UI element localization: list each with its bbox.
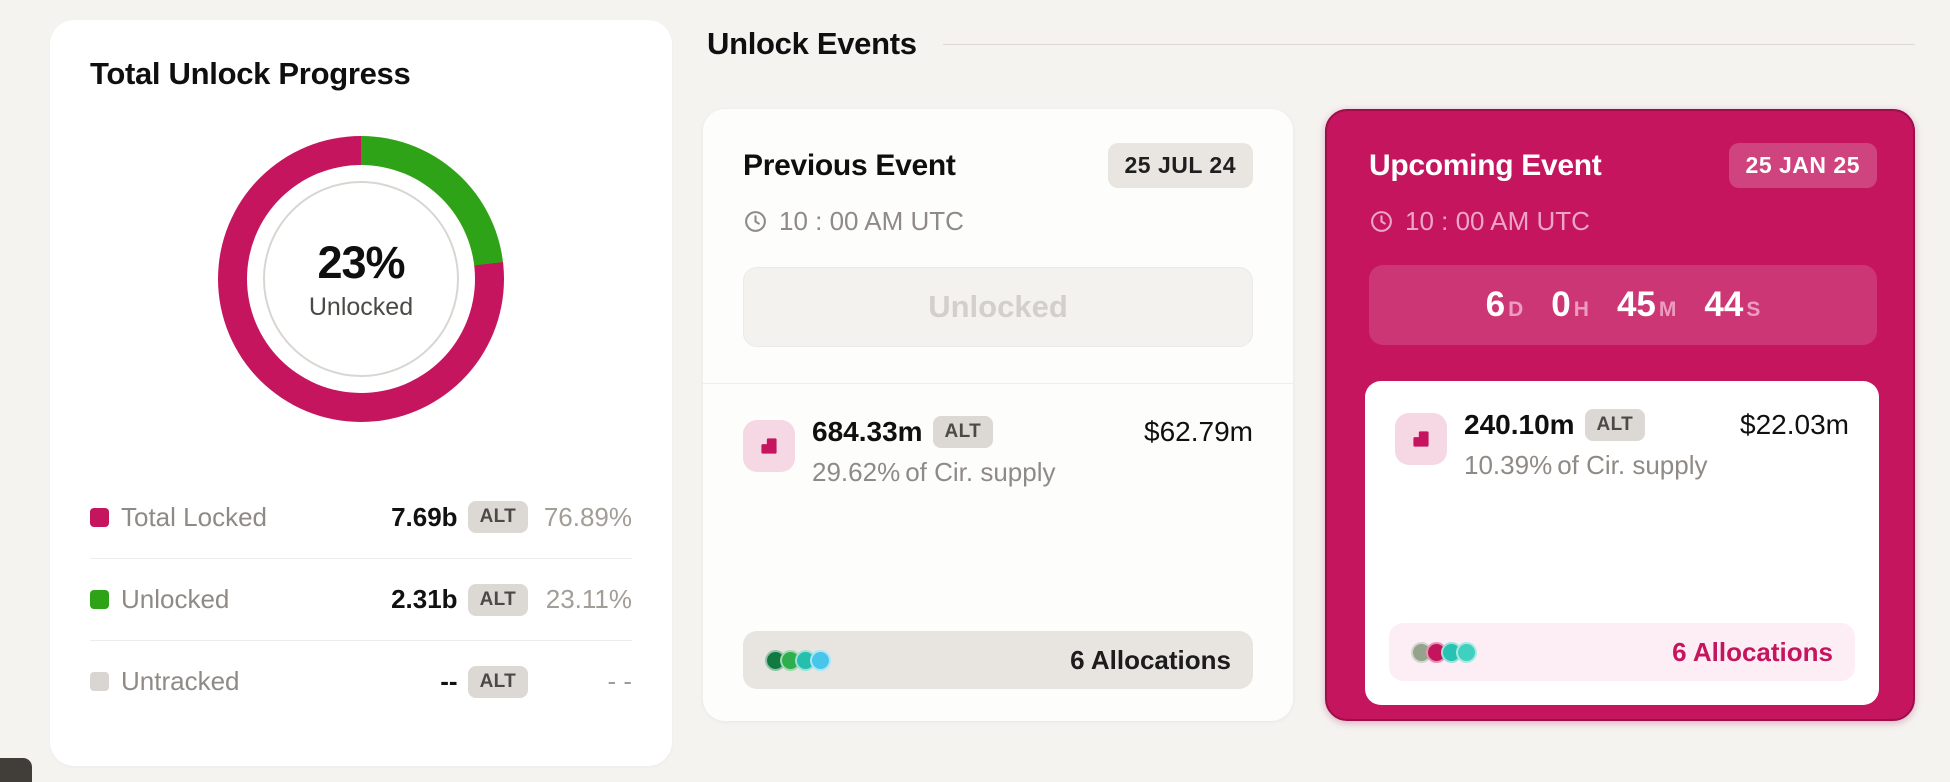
supply-percent: 29.62%	[812, 457, 901, 487]
legend-row-unlocked: Unlocked 2.31b ALT 23.11%	[90, 558, 632, 640]
untracked-color-swatch	[90, 672, 109, 691]
previous-event-card: Previous Event 25 JUL 24 10 : 00 AM UTC …	[703, 109, 1293, 721]
legend-row-untracked: Untracked -- ALT - -	[90, 640, 632, 722]
legend-value: 7.69b	[391, 501, 458, 532]
supply-percent-row: 29.62% of Cir. supply	[812, 457, 1127, 488]
header-divider-line	[942, 43, 1915, 45]
legend-label: Total Locked	[121, 501, 267, 532]
unlock-usd-value: $22.03m	[1740, 409, 1849, 440]
unlock-usd-value: $62.79m	[1144, 416, 1253, 447]
supply-percent: 10.39%	[1464, 450, 1553, 480]
upcoming-event-date-badge: 25 JAN 25	[1728, 143, 1877, 188]
previous-event-time: 10 : 00 AM UTC	[779, 206, 964, 236]
previous-event-time-row: 10 : 00 AM UTC	[743, 206, 1253, 237]
allocation-dots	[765, 649, 831, 671]
total-unlock-progress-card: Total Unlock Progress 23% Unlocked Total…	[50, 20, 672, 766]
token-symbol-badge: ALT	[467, 665, 528, 698]
legend-value: 2.31b	[391, 584, 458, 614]
previous-allocations-pill[interactable]: 6 Allocations	[743, 631, 1253, 689]
supply-percent-row: 10.39% of Cir. supply	[1464, 450, 1723, 481]
countdown-seconds: 44 S	[1704, 285, 1761, 324]
unlocked-color-swatch	[90, 590, 109, 609]
previous-event-title: Previous Event	[743, 148, 956, 182]
unlock-amount: 684.33m	[812, 416, 923, 447]
unlock-events-cards: Previous Event 25 JUL 24 10 : 00 AM UTC …	[703, 109, 1915, 721]
legend-row-total-locked: Total Locked 7.69b ALT 76.89%	[90, 476, 632, 558]
token-symbol-badge: ALT	[932, 416, 993, 448]
token-unlock-logo-icon	[1395, 413, 1447, 465]
unlock-events-header: Unlock Events	[707, 26, 1915, 62]
upcoming-event-title: Upcoming Event	[1369, 148, 1602, 182]
donut-sub-label: Unlocked	[308, 292, 414, 321]
upcoming-allocations-pill[interactable]: 6 Allocations	[1389, 623, 1855, 681]
donut-percent-label: 23%	[317, 236, 405, 288]
upcoming-token-section: 240.10m ALT 10.39% of Cir. supply $22.03…	[1365, 381, 1879, 623]
clock-icon	[745, 211, 766, 232]
legend-label: Untracked	[121, 666, 240, 696]
upcoming-event-head: Upcoming Event 25 JAN 25 10 : 00 AM UTC	[1327, 111, 1913, 237]
donut-hole: 23% Unlocked	[247, 165, 475, 393]
partial-ui-fragment	[0, 758, 32, 782]
unlock-amount: 240.10m	[1464, 409, 1575, 440]
upcoming-event-time: 10 : 00 AM UTC	[1405, 206, 1590, 236]
upcoming-event-card: Upcoming Event 25 JAN 25 10 : 00 AM UTC …	[1325, 109, 1915, 721]
token-symbol-badge: ALT	[1584, 409, 1645, 441]
allocations-count-label: 6 Allocations	[1672, 636, 1833, 667]
upcoming-event-time-row: 10 : 00 AM UTC	[1369, 206, 1877, 237]
donut-chart-wrap: 23% Unlocked	[90, 136, 632, 422]
token-symbol-badge: ALT	[467, 583, 528, 616]
legend-value: --	[440, 666, 458, 696]
unlock-progress-donut-chart: 23% Unlocked	[218, 136, 504, 422]
card-divider	[703, 383, 1293, 384]
unlock-events-title: Unlock Events	[707, 26, 917, 61]
previous-event-head: Previous Event 25 JUL 24 10 : 00 AM UTC	[703, 109, 1293, 237]
token-unlock-logo-icon	[743, 420, 795, 472]
upcoming-event-detail-panel: 240.10m ALT 10.39% of Cir. supply $22.03…	[1365, 381, 1879, 705]
allocation-dots	[1411, 641, 1477, 663]
legend-percent: 23.11%	[545, 584, 632, 614]
donut-center-circle: 23% Unlocked	[263, 181, 459, 377]
progress-legend: Total Locked 7.69b ALT 76.89% Unlocked 2…	[90, 476, 632, 722]
locked-color-swatch	[90, 507, 109, 527]
countdown-minutes: 45 M	[1616, 285, 1677, 324]
previous-token-section: 684.33m ALT 29.62% of Cir. supply $62.79…	[703, 384, 1293, 631]
legend-percent: - -	[607, 666, 632, 696]
unlocked-status-button[interactable]: Unlocked	[743, 267, 1253, 347]
supply-suffix: of Cir. supply	[1557, 450, 1708, 480]
allocations-count-label: 6 Allocations	[1070, 644, 1231, 675]
token-symbol-badge: ALT	[467, 501, 528, 533]
legend-label: Unlocked	[121, 584, 230, 614]
legend-percent: 76.89%	[543, 501, 632, 532]
supply-suffix: of Cir. supply	[905, 457, 1056, 487]
previous-event-date-badge: 25 JUL 24	[1107, 143, 1253, 188]
clock-icon	[1371, 211, 1392, 232]
progress-card-title: Total Unlock Progress	[90, 56, 411, 91]
